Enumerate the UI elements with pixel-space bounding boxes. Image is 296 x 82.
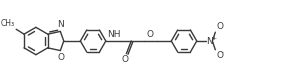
Text: O: O bbox=[147, 30, 154, 39]
Text: NH: NH bbox=[107, 30, 120, 39]
Text: N: N bbox=[57, 20, 64, 29]
Text: O: O bbox=[216, 22, 223, 31]
Text: O: O bbox=[216, 51, 223, 60]
Text: N: N bbox=[207, 36, 213, 46]
Text: CH₃: CH₃ bbox=[1, 19, 15, 28]
Text: O: O bbox=[122, 55, 129, 64]
Text: +: + bbox=[211, 36, 216, 41]
Text: O: O bbox=[58, 53, 65, 62]
Text: ⁻: ⁻ bbox=[221, 53, 224, 58]
